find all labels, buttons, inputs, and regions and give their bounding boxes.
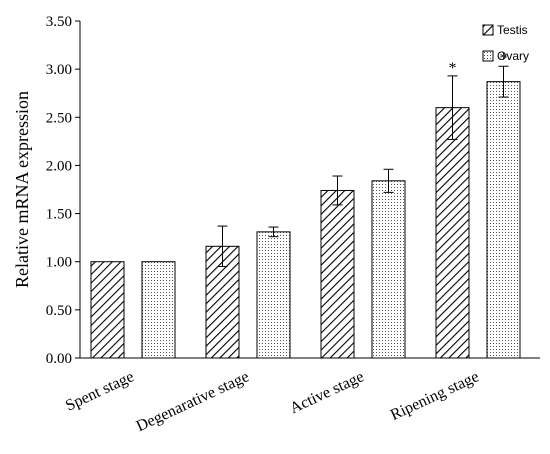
bar-ovary-3 — [486, 81, 521, 359]
bar-testis-2 — [320, 189, 355, 359]
y-tick-label: 0.50 — [46, 303, 72, 319]
bars — [90, 65, 521, 359]
bar-ovary-2 — [371, 180, 406, 359]
significance-star: * — [500, 50, 508, 67]
x-tick-label: Active stage — [287, 368, 366, 417]
bar-ovary-0 — [141, 261, 176, 359]
y-tick-label: 1.00 — [46, 255, 72, 271]
significance-star: * — [449, 60, 457, 77]
x-tick-label: Degenarative stage — [134, 368, 252, 435]
legend-label-ovary: Ovary — [497, 49, 529, 63]
y-tick-label: 3.00 — [46, 62, 72, 78]
x-tick-label: Spent stage — [63, 368, 137, 414]
y-axis-label: Relative mRNA expression — [12, 91, 32, 288]
y-tick-label: 3.50 — [46, 14, 72, 30]
y-tick-label: 2.00 — [46, 158, 72, 174]
bar-testis-3 — [435, 107, 470, 359]
bar-ovary-1 — [256, 231, 291, 359]
labels: 0.00 0.50 1.00 1.50 2.00 2.50 3.00 3.50 Relative… — [12, 14, 508, 435]
bar-testis-0 — [90, 261, 125, 359]
y-tick-label: 0.00 — [46, 351, 72, 367]
legend-swatch-testis — [482, 24, 494, 36]
y-tick-label: 1.50 — [46, 207, 72, 223]
legend: Testis Ovary — [482, 23, 529, 63]
x-tick-label: Ripening stage — [388, 368, 482, 424]
y-tick-label: 2.50 — [46, 110, 72, 126]
legend-swatch-ovary — [482, 50, 494, 62]
legend-label-testis: Testis — [497, 23, 528, 37]
